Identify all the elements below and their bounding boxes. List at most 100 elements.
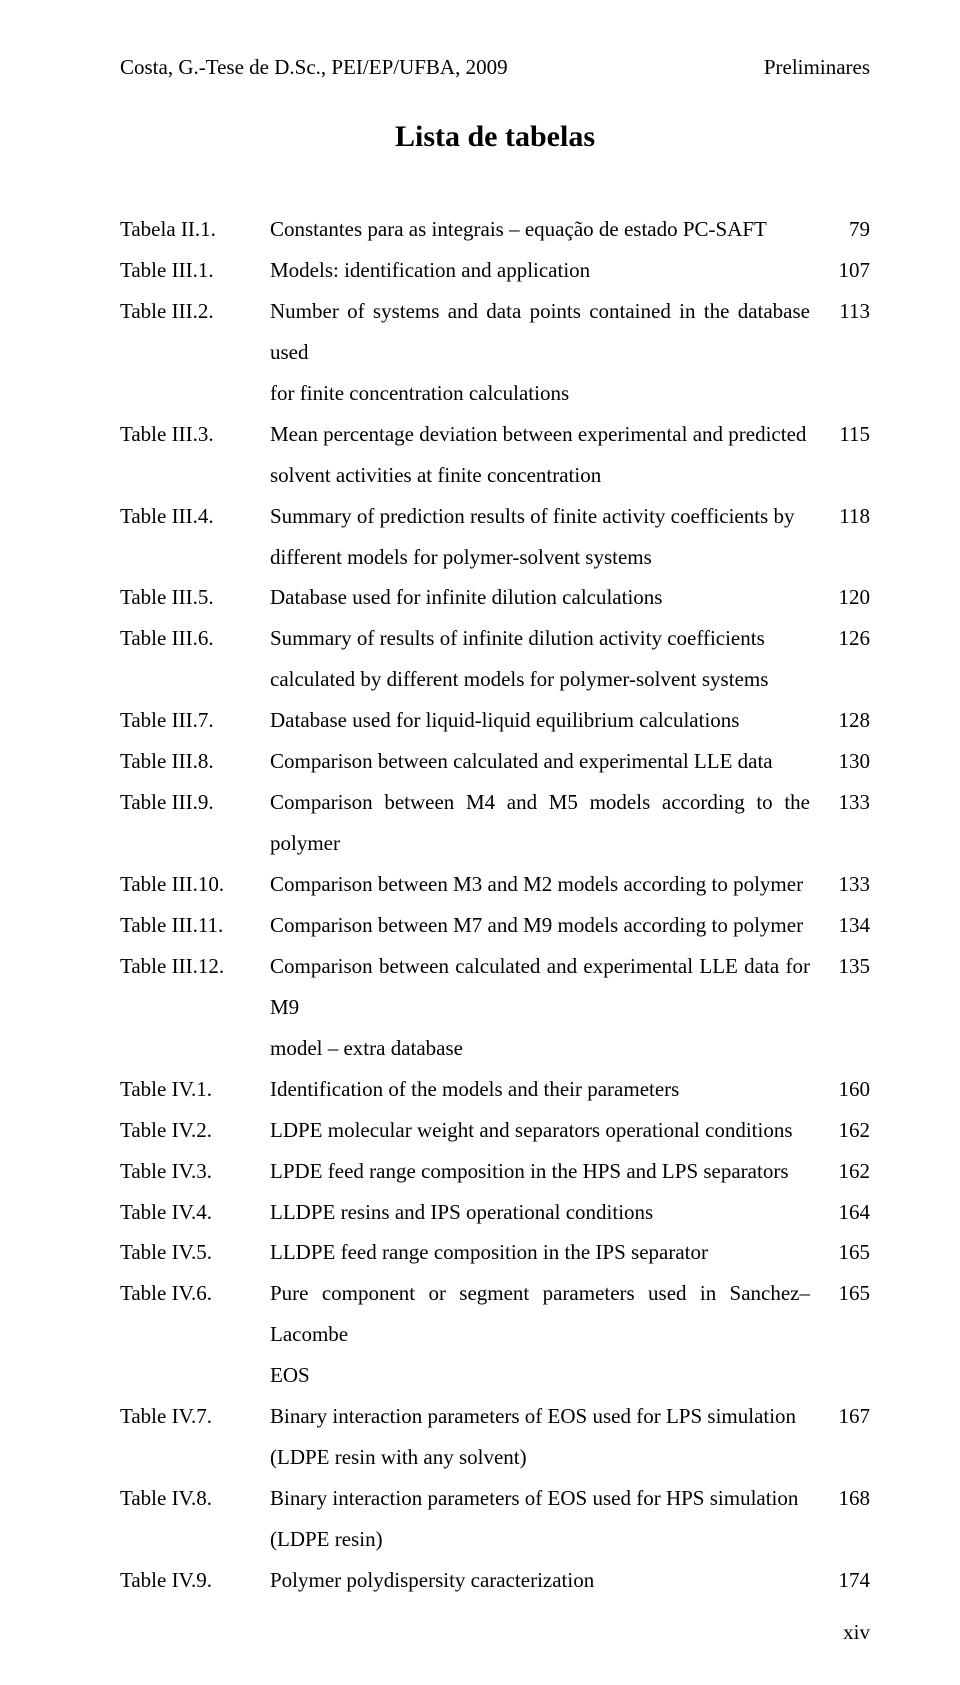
list-item: Table III.6.Summary of results of infini… [120,618,870,659]
entry-page: 118 [820,496,870,537]
entry-description: Identification of the models and their p… [270,1069,820,1110]
list-item: Table III.11.Comparison between M7 and M… [120,905,870,946]
entry-label-empty [120,373,270,414]
list-item: Table III.2.Number of systems and data p… [120,291,870,373]
entry-description-cont: model – extra database [270,1028,820,1069]
entry-description-cont: calculated by different models for polym… [270,659,820,700]
entry-label: Table IV.8. [120,1478,270,1519]
entry-page-empty [820,1437,870,1478]
entry-page-empty [820,455,870,496]
list-item-continuation: solvent activities at finite concentrati… [120,455,870,496]
entry-description: Pure component or segment parameters use… [270,1273,820,1355]
entry-page: 128 [820,700,870,741]
entry-description-cont: different models for polymer-solvent sys… [270,537,820,578]
entry-description: Number of systems and data points contai… [270,291,820,373]
list-item: Table III.8.Comparison between calculate… [120,741,870,782]
entry-description: LLDPE feed range composition in the IPS … [270,1232,820,1273]
entry-description: Binary interaction parameters of EOS use… [270,1478,820,1519]
entry-description-cont: EOS [270,1355,820,1396]
list-item: Table IV.6.Pure component or segment par… [120,1273,870,1355]
entry-page: 79 [820,209,870,250]
entry-page: 165 [820,1232,870,1273]
entry-description: Constantes para as integrais – equação d… [270,209,820,250]
entry-description: Polymer polydispersity caracterization [270,1560,820,1601]
entry-label: Table III.6. [120,618,270,659]
list-item: Table III.5.Database used for infinite d… [120,577,870,618]
entry-label: Table IV.9. [120,1560,270,1601]
entry-label: Table IV.4. [120,1192,270,1233]
list-item-continuation: (LDPE resin) [120,1519,870,1560]
entry-description: Comparison between M7 and M9 models acco… [270,905,820,946]
entry-page: 115 [820,414,870,455]
entry-label-empty [120,455,270,496]
list-item-continuation: calculated by different models for polym… [120,659,870,700]
entry-description: LLDPE resins and IPS operational conditi… [270,1192,820,1233]
list-item: Table IV.7.Binary interaction parameters… [120,1396,870,1437]
page: Costa, G.-Tese de D.Sc., PEI/EP/UFBA, 20… [0,0,960,1685]
entry-label: Table IV.7. [120,1396,270,1437]
list-item-continuation: for finite concentration calculations [120,373,870,414]
entry-label: Table III.9. [120,782,270,864]
entry-label: Table IV.3. [120,1151,270,1192]
entry-page: 126 [820,618,870,659]
entry-description: Summary of prediction results of finite … [270,496,820,537]
list-item: Table III.9.Comparison between M4 and M5… [120,782,870,864]
entry-label: Table III.10. [120,864,270,905]
entry-description: Binary interaction parameters of EOS use… [270,1396,820,1437]
entry-label: Table III.2. [120,291,270,373]
entry-label-empty [120,537,270,578]
entry-label: Table III.7. [120,700,270,741]
entry-page: 162 [820,1110,870,1151]
entry-label-empty [120,1355,270,1396]
entry-label: Table IV.5. [120,1232,270,1273]
entry-page: 174 [820,1560,870,1601]
entry-description: Comparison between M4 and M5 models acco… [270,782,820,864]
entry-page: 130 [820,741,870,782]
page-title: Lista de tabelas [120,120,870,154]
entry-label: Table IV.6. [120,1273,270,1355]
page-number: xiv [843,1620,870,1645]
entry-label: Table III.5. [120,577,270,618]
entry-description: LPDE feed range composition in the HPS a… [270,1151,820,1192]
entry-page-empty [820,1355,870,1396]
list-item: Table IV.2.LDPE molecular weight and sep… [120,1110,870,1151]
running-header: Costa, G.-Tese de D.Sc., PEI/EP/UFBA, 20… [120,55,870,80]
entry-label: Table IV.1. [120,1069,270,1110]
entry-label-empty [120,659,270,700]
entry-label-empty [120,1028,270,1069]
entry-description-cont: (LDPE resin with any solvent) [270,1437,820,1478]
entry-description: Comparison between calculated and experi… [270,946,820,1028]
entry-label-empty [120,1437,270,1478]
entry-label: Tabela II.1. [120,209,270,250]
entry-description: Comparison between M3 and M2 models acco… [270,864,820,905]
tables-list: Tabela II.1.Constantes para as integrais… [120,209,870,1601]
entry-description: Models: identification and application [270,250,820,291]
entry-page: 162 [820,1151,870,1192]
entry-label: Table III.1. [120,250,270,291]
entry-page: 134 [820,905,870,946]
entry-label: Table III.12. [120,946,270,1028]
entry-label: Table III.4. [120,496,270,537]
list-item: Table IV.9.Polymer polydispersity caract… [120,1560,870,1601]
entry-description-cont: (LDPE resin) [270,1519,820,1560]
list-item: Table III.12.Comparison between calculat… [120,946,870,1028]
list-item: Table III.7.Database used for liquid-liq… [120,700,870,741]
list-item: Tabela II.1.Constantes para as integrais… [120,209,870,250]
entry-page-empty [820,373,870,414]
entry-page: 168 [820,1478,870,1519]
list-item-continuation: model – extra database [120,1028,870,1069]
entry-page-empty [820,537,870,578]
list-item-continuation: different models for polymer-solvent sys… [120,537,870,578]
entry-description: Database used for infinite dilution calc… [270,577,820,618]
entry-page-empty [820,659,870,700]
entry-page: 133 [820,864,870,905]
entry-page-empty [820,1519,870,1560]
list-item: Table IV.3.LPDE feed range composition i… [120,1151,870,1192]
entry-label: Table III.8. [120,741,270,782]
list-item: Table III.4.Summary of prediction result… [120,496,870,537]
list-item: Table IV.8.Binary interaction parameters… [120,1478,870,1519]
list-item-continuation: (LDPE resin with any solvent) [120,1437,870,1478]
header-right: Preliminares [764,55,870,80]
entry-page: 120 [820,577,870,618]
entry-label: Table IV.2. [120,1110,270,1151]
